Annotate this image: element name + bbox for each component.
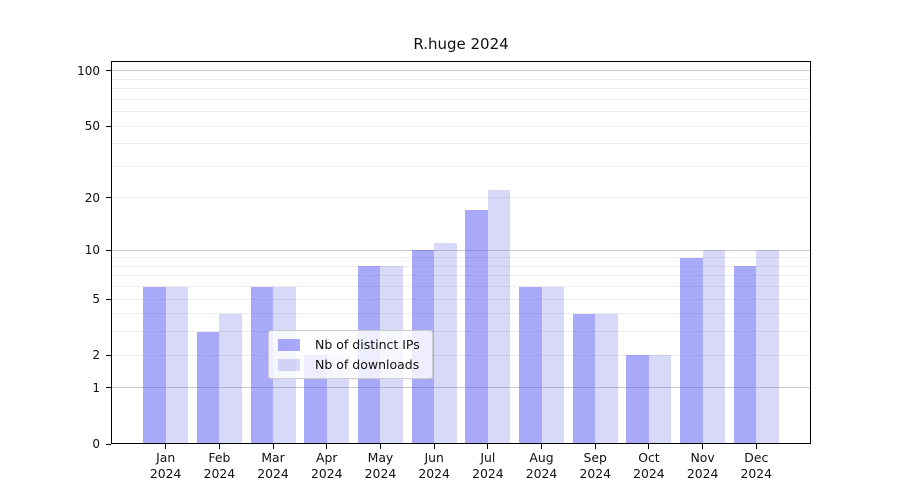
x-tick-label: Jan 2024 <box>149 450 182 481</box>
x-tick-mark <box>541 444 543 449</box>
bar-downloads <box>595 313 618 444</box>
bar-distinct-ips <box>143 286 166 444</box>
plot-area <box>112 61 810 444</box>
x-tick-mark <box>433 444 435 449</box>
legend-item-downloads: Nb of downloads <box>278 358 420 371</box>
y-tick-label: 1 <box>92 380 100 395</box>
bar-downloads <box>165 286 189 444</box>
x-tick-mark <box>379 444 381 449</box>
x-tick-label: Aug 2024 <box>525 450 558 481</box>
gridline-minor <box>112 98 810 100</box>
bar-distinct-ips <box>465 210 488 444</box>
legend-swatch-distinct-ips <box>278 338 300 351</box>
x-tick-label: Sep 2024 <box>579 450 611 481</box>
x-tick-label: Mar 2024 <box>257 450 289 481</box>
gridline-minor <box>112 275 810 277</box>
y-tick-mark <box>106 249 111 251</box>
x-tick-mark <box>272 444 274 449</box>
gridline-minor <box>112 257 810 259</box>
x-tick-label: Apr 2024 <box>310 450 343 481</box>
bar-downloads <box>702 250 726 444</box>
gridline-minor <box>112 143 810 145</box>
x-tick-mark <box>165 444 167 449</box>
y-tick-mark <box>106 354 111 356</box>
x-axis-line <box>112 443 810 444</box>
y-tick-label: 50 <box>84 119 100 134</box>
gridline-minor <box>112 111 810 113</box>
x-tick-mark <box>326 444 328 449</box>
x-tick-label: Nov 2024 <box>686 450 719 481</box>
y-tick-mark <box>106 70 111 72</box>
plot-border-right <box>810 61 811 444</box>
gridline-major <box>112 70 810 72</box>
gridline-major <box>112 249 810 251</box>
y-tick-mark <box>106 125 111 127</box>
gridline-minor <box>112 313 810 315</box>
x-tick-mark <box>594 444 596 449</box>
y-tick-mark <box>106 197 111 199</box>
legend: Nb of distinct IPs Nb of downloads <box>268 330 433 379</box>
bar-distinct-ips <box>572 313 596 444</box>
x-tick-label: May 2024 <box>364 450 397 481</box>
x-tick-mark <box>702 444 704 449</box>
y-tick-label: 0 <box>92 437 100 451</box>
gridline-major <box>112 387 810 389</box>
bar-downloads <box>756 250 779 444</box>
y-tick-label: 5 <box>92 292 100 307</box>
bar-distinct-ips <box>680 257 703 444</box>
bar-downloads <box>434 243 457 444</box>
y-tick-label: 20 <box>84 190 100 205</box>
y-axis-line <box>111 61 112 444</box>
y-tick-mark <box>106 443 111 445</box>
bar-distinct-ips <box>250 286 274 444</box>
bar-distinct-ips <box>196 331 220 444</box>
bar-distinct-ips <box>626 355 649 444</box>
x-tick-label: Oct 2024 <box>633 450 665 481</box>
bar-distinct-ips <box>733 266 757 444</box>
y-tick-label: 2 <box>92 348 100 363</box>
bar-downloads <box>219 313 242 444</box>
gridline-minor <box>112 78 810 80</box>
x-tick-label: Dec 2024 <box>740 450 773 481</box>
x-tick-mark <box>487 444 489 449</box>
y-tick-mark <box>106 298 111 300</box>
legend-swatch-downloads <box>278 358 300 371</box>
legend-label-distinct-ips: Nb of distinct IPs <box>315 337 420 352</box>
y-tick-mark <box>106 387 111 389</box>
x-tick-mark <box>755 444 757 449</box>
gridline-minor <box>112 265 810 267</box>
gridline-minor <box>112 354 810 356</box>
gridline-minor <box>112 197 810 199</box>
bar-downloads <box>648 355 672 444</box>
gridline-minor <box>112 331 810 333</box>
gridline-minor <box>112 298 810 300</box>
x-tick-label: Jun 2024 <box>418 450 450 481</box>
bar-downloads <box>541 286 565 444</box>
x-tick-mark <box>218 444 220 449</box>
bar-downloads <box>487 190 511 444</box>
gridline-minor <box>112 88 810 90</box>
bar-distinct-ips <box>518 286 542 444</box>
x-tick-label: Feb 2024 <box>203 450 236 481</box>
chart-title: R.huge 2024 <box>413 35 509 53</box>
legend-label-downloads: Nb of downloads <box>315 357 420 372</box>
y-tick-label: 10 <box>84 243 100 258</box>
legend-item-distinct-ips: Nb of distinct IPs <box>278 338 420 351</box>
gridline-minor <box>112 125 810 127</box>
x-tick-mark <box>648 444 650 449</box>
gridline-minor <box>112 165 810 167</box>
gridline-minor <box>112 286 810 288</box>
y-tick-label: 100 <box>77 63 100 78</box>
plot-border-top <box>112 61 810 62</box>
x-tick-label: Jul 2024 <box>472 450 504 481</box>
